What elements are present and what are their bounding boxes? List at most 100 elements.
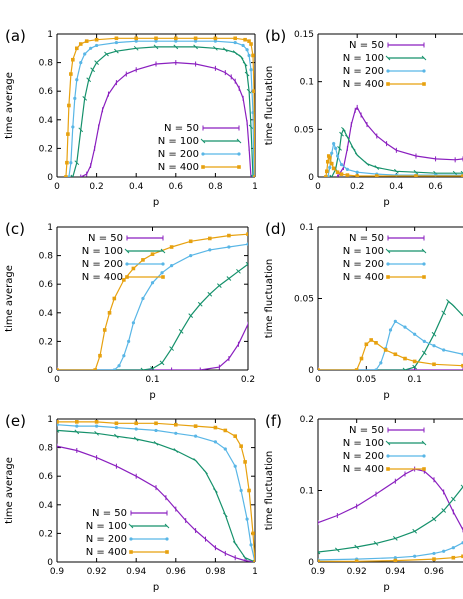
- data-point: [193, 36, 198, 41]
- data-point: [339, 163, 344, 167]
- data-point: [393, 352, 398, 357]
- data-point: [393, 558, 398, 562]
- data-point: [354, 368, 359, 370]
- y-tick-label: 0: [308, 558, 314, 568]
- y-tick-label: 0.6: [39, 472, 54, 482]
- data-point: [141, 258, 145, 262]
- x-tick-label: 0.05: [356, 375, 376, 385]
- data-point: [460, 313, 463, 317]
- data-point: [432, 551, 436, 556]
- data-point: [345, 134, 350, 140]
- legend-entry: N = 100: [343, 438, 384, 449]
- legend-entry: N = 50: [349, 425, 384, 436]
- data-point: [69, 161, 73, 165]
- legend-marker: [386, 454, 390, 458]
- data-point: [334, 146, 338, 150]
- data-point: [160, 271, 164, 275]
- data-point: [460, 170, 463, 174]
- legend-marker: [165, 537, 169, 541]
- data-point: [75, 424, 79, 428]
- data-point: [57, 429, 60, 433]
- data-point: [86, 77, 92, 83]
- legend-marker: [201, 165, 205, 169]
- data-point: [90, 67, 95, 73]
- series-line: [80, 61, 252, 177]
- y-tick-label: 1: [47, 415, 53, 425]
- x-tick-label: 0.9: [311, 567, 326, 577]
- legend-entry: N = 200: [343, 66, 384, 77]
- data-point: [403, 325, 407, 329]
- data-point: [414, 174, 418, 177]
- legend-marker: [128, 523, 134, 529]
- data-point: [327, 156, 332, 160]
- data-point: [65, 160, 69, 165]
- data-point: [450, 496, 456, 502]
- data-point: [169, 245, 174, 249]
- legend-entry: N = 50: [349, 40, 384, 51]
- data-point: [422, 339, 426, 343]
- series-line: [57, 445, 255, 562]
- legend-marker: [385, 248, 391, 254]
- legend-entry: N = 50: [88, 233, 123, 244]
- legend-marker: [236, 138, 242, 144]
- legend-marker: [422, 454, 426, 458]
- legend-entry: N = 200: [343, 259, 384, 270]
- y-tick-label: 0.1: [300, 223, 314, 233]
- data-point: [388, 328, 393, 332]
- legend-entry: N = 400: [86, 547, 127, 558]
- data-point: [253, 175, 255, 177]
- data-point: [246, 232, 248, 236]
- data-point: [451, 555, 456, 560]
- x-tick-label: 0.98: [205, 567, 225, 577]
- panel-label: (a): [5, 27, 26, 45]
- data-point: [354, 152, 360, 158]
- x-tick-label: 0.2: [350, 182, 364, 192]
- data-point: [122, 278, 126, 282]
- data-point: [354, 544, 360, 550]
- data-point: [248, 124, 254, 130]
- y-tick-label: 0.2: [300, 415, 314, 425]
- data-point: [64, 175, 68, 177]
- data-point: [460, 484, 463, 488]
- data-point: [173, 44, 179, 50]
- y-axis-label: time fluctuation: [264, 66, 275, 145]
- data-point: [432, 557, 436, 561]
- y-axis-label: time fluctuation: [264, 451, 275, 530]
- data-point: [242, 555, 248, 561]
- data-point: [461, 363, 463, 368]
- x-tick-label: 0.2: [241, 375, 255, 385]
- series-line: [318, 486, 463, 553]
- data-point: [112, 296, 117, 301]
- y-tick-label: 0.4: [39, 501, 54, 511]
- data-point: [133, 436, 139, 442]
- data-point: [104, 51, 109, 57]
- legend-entry: N = 200: [86, 534, 127, 545]
- data-point: [412, 364, 418, 370]
- data-point: [374, 368, 378, 370]
- data-point: [79, 61, 83, 65]
- chart-panel: 0 0.05 0.1 0 0.05 0.1 p time fluctuation (d) N = …: [264, 220, 463, 401]
- data-point: [341, 126, 346, 132]
- x-axis-label: p: [153, 582, 159, 593]
- legend-marker: [124, 248, 130, 254]
- x-tick-label: 0: [54, 375, 60, 385]
- data-point: [364, 161, 370, 167]
- data-point: [339, 172, 344, 176]
- legend-entry: N = 50: [349, 233, 384, 244]
- data-point: [94, 430, 99, 436]
- data-point: [78, 127, 84, 133]
- data-point: [369, 338, 373, 342]
- data-point: [114, 48, 119, 54]
- data-point: [243, 37, 247, 42]
- legend-marker: [421, 440, 427, 446]
- legend-marker: [164, 523, 170, 529]
- data-point: [70, 174, 74, 177]
- data-point: [67, 175, 71, 177]
- data-point: [213, 36, 218, 41]
- legend-entry: N = 100: [343, 246, 384, 257]
- series-group: [57, 232, 248, 370]
- data-point: [393, 556, 397, 560]
- legend-entry: N = 400: [343, 464, 384, 475]
- data-point: [245, 517, 249, 521]
